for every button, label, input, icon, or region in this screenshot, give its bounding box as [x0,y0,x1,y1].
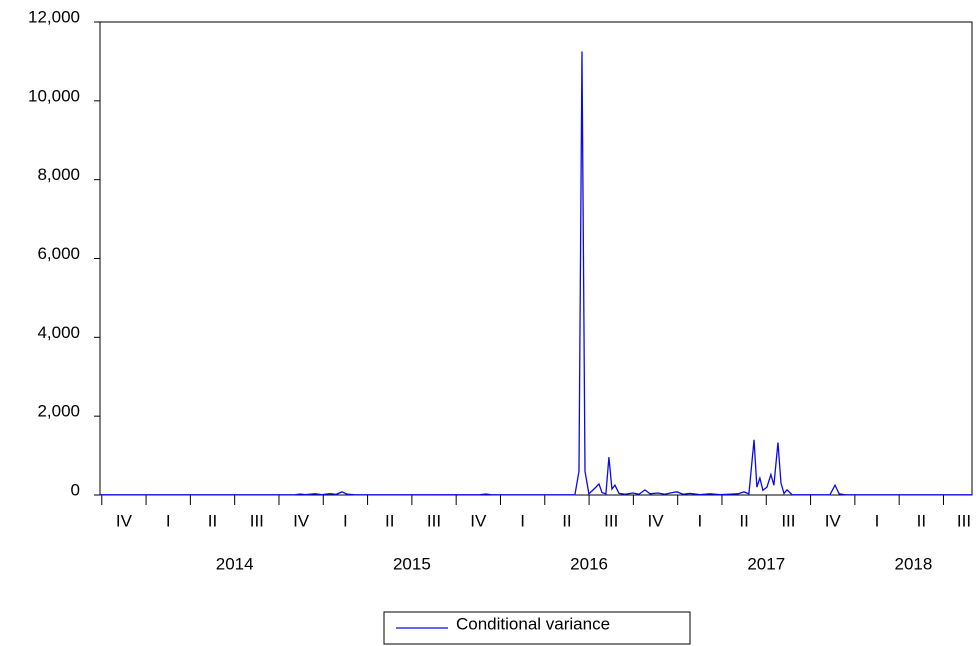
x-tick-label: I [520,511,525,530]
x-tick-label: III [427,511,441,530]
x-tick-label: I [697,511,702,530]
x-tick-label: IV [470,511,487,530]
legend-label: Conditional variance [456,614,610,633]
x-year-label: 2014 [216,554,254,573]
x-tick-label: III [250,511,264,530]
series-line [100,51,972,496]
x-tick-label: I [875,511,880,530]
x-tick-label: IV [116,511,133,530]
y-tick-label: 8,000 [37,165,80,184]
y-tick-label: 12,000 [28,7,80,26]
x-year-label: 2017 [747,554,785,573]
y-tick-label: 6,000 [37,244,80,263]
y-tick-label: 0 [71,480,80,499]
x-tick-label: II [208,511,217,530]
x-tick-label: II [385,511,394,530]
y-tick-label: 2,000 [37,402,80,421]
x-tick-label: III [781,511,795,530]
x-year-label: 2018 [895,554,933,573]
x-tick-label: III [604,511,618,530]
x-tick-label: II [562,511,571,530]
y-tick-label: 4,000 [37,323,80,342]
plot-frame [99,21,973,496]
x-tick-label: I [166,511,171,530]
y-tick-label: 10,000 [28,86,80,105]
x-tick-label: III [957,511,971,530]
x-tick-label: IV [647,511,664,530]
x-tick-label: I [343,511,348,530]
x-tick-label: II [739,511,748,530]
x-tick-label: IV [825,511,842,530]
x-year-label: 2016 [570,554,608,573]
x-year-label: 2015 [393,554,431,573]
x-tick-label: IV [293,511,310,530]
x-tick-label: II [917,511,926,530]
